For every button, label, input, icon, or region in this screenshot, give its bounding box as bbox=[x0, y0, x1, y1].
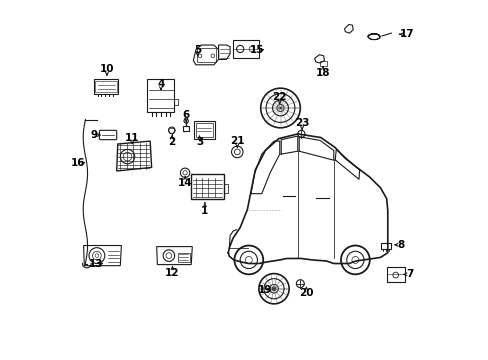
Text: 14: 14 bbox=[178, 178, 192, 188]
Text: 9: 9 bbox=[90, 130, 98, 140]
Text: 16: 16 bbox=[71, 158, 85, 168]
Bar bbox=[95, 81, 117, 92]
Bar bbox=[147, 79, 174, 112]
Bar bbox=[177, 253, 190, 262]
Text: 2: 2 bbox=[168, 137, 175, 147]
Bar bbox=[191, 174, 223, 199]
Text: 15: 15 bbox=[249, 45, 264, 55]
Bar bbox=[232, 40, 258, 58]
Text: 12: 12 bbox=[165, 268, 180, 278]
Text: 20: 20 bbox=[299, 288, 313, 298]
Bar bbox=[197, 48, 215, 62]
Bar bbox=[183, 126, 189, 131]
Bar bbox=[223, 184, 227, 193]
Text: 7: 7 bbox=[406, 269, 413, 279]
Text: 19: 19 bbox=[258, 285, 272, 295]
Bar bbox=[94, 79, 118, 94]
Text: 6: 6 bbox=[182, 110, 189, 120]
Bar bbox=[174, 99, 178, 105]
Text: 13: 13 bbox=[89, 258, 103, 269]
Bar bbox=[380, 243, 390, 249]
Bar bbox=[194, 121, 215, 139]
Bar bbox=[320, 61, 326, 66]
Text: 21: 21 bbox=[229, 136, 244, 146]
Text: 10: 10 bbox=[100, 64, 114, 74]
Text: 22: 22 bbox=[272, 92, 286, 102]
Text: 17: 17 bbox=[399, 29, 414, 39]
Text: 8: 8 bbox=[397, 240, 404, 250]
Text: 18: 18 bbox=[315, 68, 329, 78]
Text: 3: 3 bbox=[196, 137, 203, 147]
Text: 5: 5 bbox=[194, 45, 201, 55]
Bar bbox=[386, 267, 404, 282]
Text: 1: 1 bbox=[201, 206, 208, 216]
Text: 4: 4 bbox=[157, 78, 164, 89]
Text: 23: 23 bbox=[294, 118, 309, 128]
Text: 11: 11 bbox=[124, 132, 139, 143]
Bar bbox=[196, 123, 213, 137]
